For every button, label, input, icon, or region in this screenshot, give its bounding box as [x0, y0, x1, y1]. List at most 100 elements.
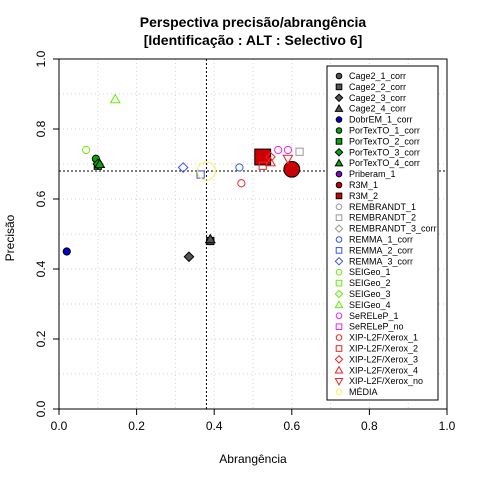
y-tick-label: 0.2: [34, 330, 48, 347]
legend-marker: [335, 345, 343, 352]
y-tick-label: 0.0: [34, 400, 48, 417]
legend-box: [326, 65, 439, 401]
chart-subtitle: [Identificação : ALT : Selectivo 6]: [144, 32, 363, 48]
legend-marker: [335, 203, 343, 211]
data-point: [283, 160, 301, 178]
legend-label: XIP-L2F/Xerox_1: [349, 333, 418, 343]
legend-marker: [335, 72, 343, 80]
x-tick-label: 0.2: [128, 419, 145, 433]
x-tick-label: 0.4: [206, 419, 223, 433]
legend-label: XIP-L2F/Xerox_3: [349, 354, 418, 364]
legend-marker: [334, 158, 344, 167]
legend-label: SEIGeo_4: [349, 300, 391, 310]
legend-label: PorTexTO_1_corr: [349, 126, 420, 136]
legend-label: Cage2_1_corr: [349, 71, 406, 81]
legend-marker: [334, 289, 344, 299]
legend-label: SEIGeo_3: [349, 289, 391, 299]
legend-label: R3M_1: [349, 180, 378, 190]
data-point: [235, 163, 244, 172]
data-point: [274, 145, 283, 155]
data-point: [62, 247, 71, 256]
reference-lines: [59, 59, 447, 409]
legend-label: SeRELeP_1: [349, 311, 399, 321]
legend-label: PorTexTO_3_corr: [349, 147, 420, 157]
legend-label: PorTexTO_2_corr: [349, 136, 420, 146]
legend-label: PorTexTO_4_corr: [349, 158, 420, 168]
y-tick-label: 0.6: [34, 190, 48, 207]
data-point: [177, 162, 189, 173]
data-point: [295, 147, 304, 156]
legend-label: SeRELeP_no: [349, 322, 404, 332]
y-tick-label: 1.0: [34, 50, 48, 67]
legend-label: MÉDIA: [349, 387, 378, 397]
legend-marker: [335, 181, 343, 189]
legend-label: REMMA_1_corr: [349, 235, 413, 245]
legend-marker: [334, 147, 344, 157]
y-axis-label: Precisão: [3, 214, 17, 261]
data-point: [82, 145, 91, 155]
x-axis-label: Abrangência: [219, 452, 287, 466]
legend: Cage2_1_corrCage2_2_corrCage2_3_corrCage…: [326, 65, 439, 401]
plot-frame: [58, 58, 448, 410]
legend-label: XIP-L2F/Xerox_2: [349, 344, 418, 354]
data-point: [183, 251, 195, 263]
legend-label: REMMA_2_corr: [349, 245, 413, 255]
legend-label: Cage2_4_corr: [349, 104, 406, 114]
legend-marker: [335, 312, 343, 320]
legend-marker: [335, 116, 343, 123]
x-tick-label: 0.6: [283, 419, 300, 433]
y-tick-label: 0.8: [34, 120, 48, 137]
legend-marker: [335, 279, 343, 287]
legend-marker: [334, 256, 344, 266]
y-tick-label: 0.4: [34, 260, 48, 277]
legend-marker: [335, 127, 343, 134]
data-point: [109, 93, 121, 104]
data-point: [94, 158, 106, 169]
legend-label: SEIGeo_1: [349, 267, 391, 277]
legend-marker: [335, 247, 343, 254]
data-point: [265, 151, 276, 163]
data-point: [237, 179, 246, 188]
legend-marker: [334, 93, 344, 103]
legend-label: Priberam_1: [349, 169, 396, 179]
legend-marker: [334, 104, 344, 112]
legend-label: XIP-L2F/Xerox_4: [349, 365, 418, 375]
legend-marker: [335, 214, 343, 221]
legend-marker: [334, 365, 344, 374]
legend-marker: [335, 334, 343, 341]
legend-marker: [335, 388, 343, 396]
legend-marker: [334, 224, 344, 233]
chart-title: Perspectiva precisão/abrangência: [140, 14, 367, 30]
legend-label: DobrEM_1_corr: [349, 115, 413, 125]
legend-marker: [335, 170, 343, 178]
legend-label: R3M_2: [349, 191, 378, 201]
legend-marker: [335, 138, 343, 145]
legend-label: REMBRANDT_3_corr: [349, 224, 437, 234]
axes: 0.0 0.2 0.4 0.6 0.8 1.0 0.0 0.2 0.4 0.6 0.8 1.0: [34, 50, 456, 433]
data-point: [283, 145, 293, 155]
data-point: [204, 233, 216, 244]
data-point: [196, 161, 216, 181]
legend-marker: [335, 83, 343, 91]
legend-label: REMMA_3_corr: [349, 256, 413, 266]
legend-label: Cage2_2_corr: [349, 82, 406, 92]
legend-label: REMBRANDT_1: [349, 202, 416, 212]
legend-label: SEIGeo_2: [349, 278, 391, 288]
legend-marker: [335, 192, 343, 200]
legend-label: REMBRANDT_2: [349, 213, 416, 223]
x-tick-label: 1.0: [439, 419, 456, 433]
legend-marker: [335, 268, 343, 276]
legend-marker: [334, 355, 344, 364]
data-points: [62, 93, 304, 263]
x-tick-label: 0.0: [51, 419, 68, 433]
x-tick-label: 0.8: [361, 419, 378, 433]
legend-label: Cage2_3_corr: [349, 93, 406, 103]
data-point: [264, 156, 277, 167]
legend-marker: [334, 300, 344, 309]
legend-marker: [335, 323, 343, 330]
legend-marker: [334, 377, 344, 386]
legend-marker: [335, 236, 343, 243]
data-point: [282, 154, 294, 165]
legend-label: XIP-L2F/Xerox_no: [349, 376, 423, 386]
